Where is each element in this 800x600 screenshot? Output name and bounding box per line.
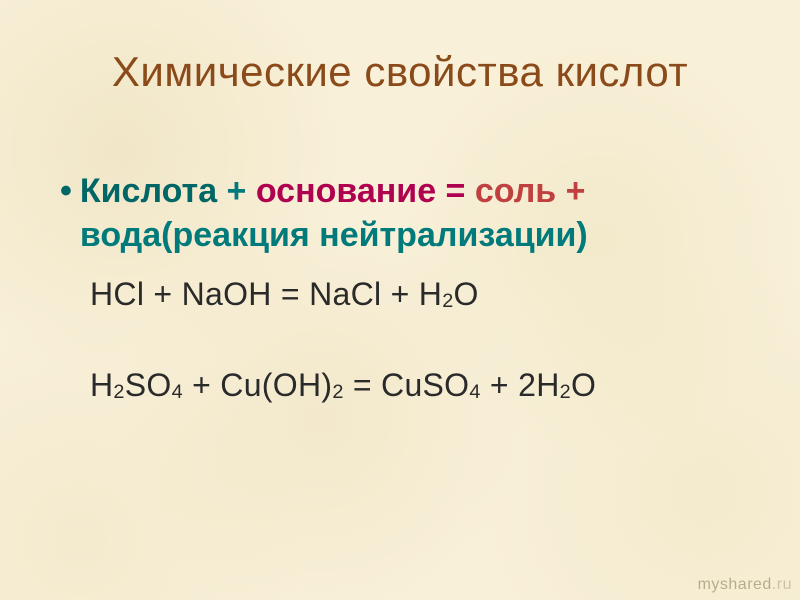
eq2-plus: +: [183, 367, 220, 403]
rule-water: вода(реакция нейтрализации): [80, 216, 588, 254]
eq2-rhs1-sub: 4: [469, 381, 480, 403]
eq2-rhs1-pre: CuSO: [381, 367, 469, 403]
eq2-rhs2-post: O: [571, 367, 596, 403]
watermark: myshared.ru: [698, 576, 792, 594]
eq2-lhs1-sub2: 4: [172, 381, 183, 403]
rule-line-2: • вода(реакция нейтрализации): [60, 214, 760, 256]
eq2-arrow: =: [344, 367, 381, 403]
eq2-lhs1-mid: SO: [125, 367, 172, 403]
eq1-plus: +: [144, 276, 181, 312]
rule-acid: Кислота: [80, 172, 217, 210]
eq1-rhs2-post: O: [454, 276, 479, 312]
rule-text-1: Кислота + основание = соль +: [80, 170, 586, 212]
watermark-part2: .ru: [772, 576, 792, 593]
rule-base: основание: [256, 172, 436, 210]
rule-salt: соль: [475, 172, 556, 210]
eq2-lhs2-sub: 2: [332, 381, 343, 403]
eq1-rhs2-pre: H: [419, 276, 442, 312]
bullet-icon: •: [60, 170, 72, 212]
rule-text-2: вода(реакция нейтрализации): [80, 214, 588, 256]
eq2-rhs2-sub: 2: [560, 381, 571, 403]
equation-2: H2SO4 + Cu(OH)2 = CuSO4 + 2H2O: [90, 365, 760, 410]
eq1-plus2: +: [381, 276, 418, 312]
equation-1: HCl + NaOH = NaCl + H2O: [90, 274, 760, 319]
eq2-rhs2-pre: H: [536, 367, 559, 403]
eq2-lhs2-pre: Cu(OH): [220, 367, 332, 403]
eq2-rhs2-coef: 2: [518, 367, 536, 403]
watermark-part1: myshared: [698, 576, 772, 593]
eq2-lhs1-pre: H: [90, 367, 113, 403]
rule-eq: =: [436, 172, 475, 210]
eq1-rhs2-sub: 2: [442, 290, 453, 312]
rule-plus1: +: [217, 172, 256, 210]
rule-line-1: • Кислота + основание = соль +: [60, 170, 760, 212]
eq1-rhs1: NaCl: [309, 276, 381, 312]
eq1-arrow: =: [272, 276, 309, 312]
eq2-plus2: +: [481, 367, 518, 403]
eq1-lhs1: HCl: [90, 276, 144, 312]
slide-content: • Кислота + основание = соль + • вода(ре…: [60, 170, 760, 410]
slide-title: Химические свойства кислот: [0, 48, 800, 96]
eq2-lhs1-sub1: 2: [113, 381, 124, 403]
rule-plus2: +: [556, 172, 585, 210]
eq1-lhs2: NaOH: [182, 276, 272, 312]
